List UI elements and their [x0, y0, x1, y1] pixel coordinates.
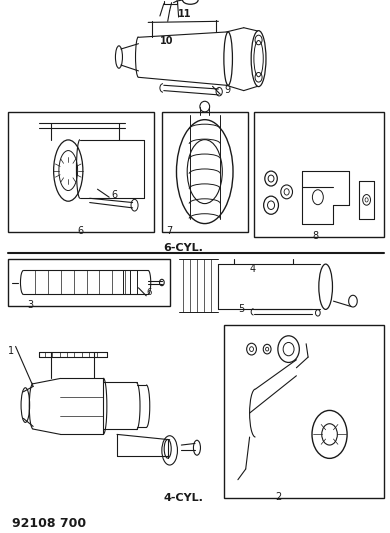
Text: 7: 7 [166, 225, 172, 236]
Text: 1: 1 [8, 346, 14, 357]
Text: 92108 700: 92108 700 [12, 517, 86, 530]
Text: 4-CYL.: 4-CYL. [163, 493, 203, 503]
Text: 6: 6 [78, 225, 84, 236]
Text: 11: 11 [177, 9, 191, 19]
Bar [254, 112, 384, 237]
Text: 8: 8 [313, 231, 319, 241]
Text: 6-CYL.: 6-CYL. [163, 243, 203, 253]
Text: 3: 3 [27, 300, 34, 310]
Text: 10: 10 [160, 36, 174, 46]
Text: 9: 9 [224, 85, 230, 95]
Text: 6: 6 [146, 288, 152, 297]
Text: 2: 2 [276, 492, 282, 502]
Bar [8, 259, 170, 306]
Bar [162, 112, 248, 232]
Bar [224, 325, 384, 498]
Bar [8, 112, 154, 232]
Text: 6: 6 [111, 190, 117, 200]
Text: 5: 5 [238, 304, 244, 314]
Text: 4: 4 [250, 264, 256, 274]
